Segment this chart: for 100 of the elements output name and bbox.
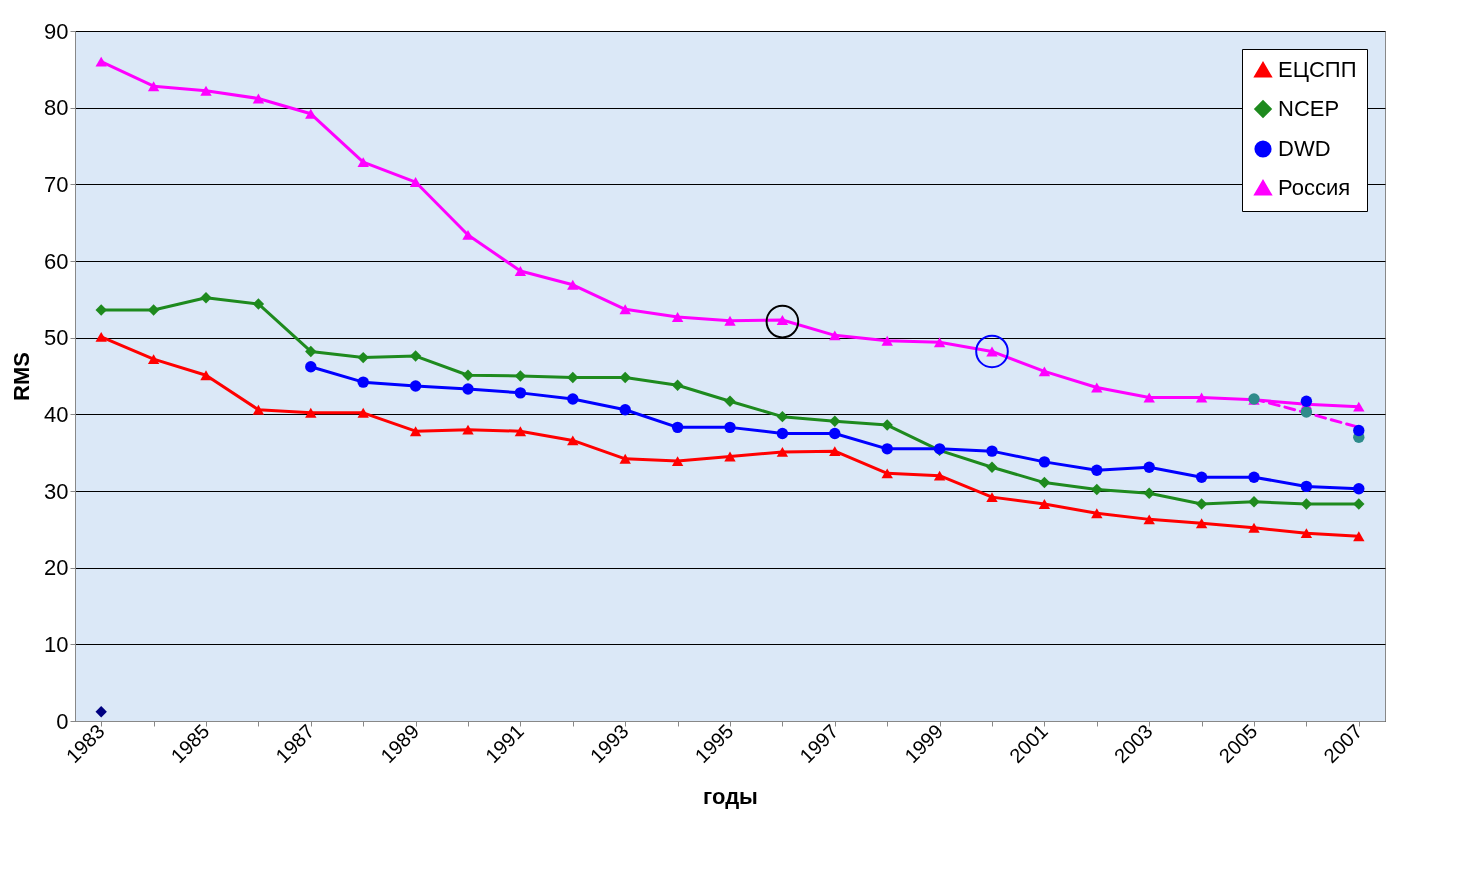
point — [252, 298, 265, 310]
point — [1353, 531, 1365, 542]
point — [305, 345, 317, 358]
point — [462, 383, 474, 395]
point — [619, 304, 631, 315]
point — [1300, 528, 1313, 539]
point — [829, 446, 841, 457]
point — [986, 445, 998, 457]
y-tick-label: 20 — [44, 555, 69, 581]
point — [881, 443, 893, 455]
point — [881, 419, 893, 431]
point — [1091, 508, 1103, 519]
point — [829, 330, 841, 341]
point — [1248, 522, 1260, 533]
point — [1300, 395, 1313, 407]
point — [1143, 514, 1155, 525]
point — [881, 335, 893, 346]
point — [986, 492, 998, 503]
y-tick-label: 70 — [44, 171, 69, 197]
point — [305, 361, 317, 373]
x-axis-title: годы — [703, 784, 758, 810]
point — [933, 470, 946, 481]
point — [1353, 498, 1365, 510]
point — [1353, 424, 1365, 437]
point — [1195, 498, 1208, 510]
point — [357, 376, 369, 388]
point — [95, 331, 107, 342]
point — [1091, 483, 1103, 496]
point — [724, 421, 736, 434]
point — [95, 706, 107, 718]
point — [462, 369, 474, 381]
point — [1195, 518, 1208, 529]
point — [200, 85, 212, 96]
point — [1300, 480, 1313, 493]
point — [567, 279, 579, 290]
point — [829, 427, 841, 440]
legend-label: NCEP — [1278, 96, 1340, 121]
point — [1353, 483, 1365, 495]
point — [409, 426, 422, 437]
point — [252, 93, 265, 104]
y-tick-label: 0 — [56, 708, 69, 734]
point — [514, 266, 527, 276]
point — [776, 446, 789, 457]
y-tick-label: 80 — [44, 95, 69, 121]
point — [305, 108, 317, 119]
point — [1248, 496, 1260, 508]
point — [671, 379, 684, 391]
point — [514, 387, 527, 399]
point — [1143, 487, 1155, 499]
legend-label: DWD — [1278, 136, 1331, 161]
point — [95, 56, 107, 67]
point — [147, 81, 160, 92]
point — [1353, 401, 1365, 412]
y-axis-title: RMS — [9, 352, 35, 401]
point — [1091, 464, 1103, 476]
point — [933, 337, 946, 348]
point — [881, 468, 893, 479]
point — [305, 407, 317, 418]
point — [1195, 392, 1208, 403]
point — [671, 456, 684, 467]
point — [619, 404, 631, 416]
y-tick-label: 30 — [44, 478, 69, 504]
point — [409, 380, 422, 392]
point — [252, 404, 265, 415]
point — [1195, 471, 1208, 483]
point — [1143, 461, 1155, 473]
point — [1248, 471, 1260, 483]
point — [724, 451, 736, 462]
point — [357, 351, 369, 364]
point — [1143, 392, 1155, 403]
y-tick-label: 10 — [44, 631, 69, 657]
point — [671, 312, 684, 322]
y-tick-label: 50 — [44, 325, 69, 351]
legend-label: ЕЦСПП — [1278, 57, 1357, 82]
point — [1038, 476, 1051, 489]
point — [147, 354, 160, 365]
point — [200, 370, 212, 381]
point — [776, 427, 789, 440]
point — [567, 435, 579, 446]
point — [724, 315, 736, 326]
point — [357, 407, 369, 418]
point — [567, 393, 579, 405]
point — [619, 453, 631, 464]
point — [514, 426, 527, 437]
point — [200, 292, 212, 304]
y-tick-label: 90 — [44, 18, 69, 44]
point — [829, 415, 841, 427]
point — [95, 304, 107, 316]
point — [1038, 366, 1051, 377]
point — [986, 461, 998, 473]
point — [671, 421, 684, 434]
point — [462, 230, 474, 240]
point — [1038, 499, 1051, 509]
point — [462, 424, 474, 435]
point — [409, 177, 422, 187]
point — [776, 410, 789, 423]
point — [724, 395, 736, 407]
point — [1300, 406, 1313, 418]
point — [1038, 456, 1051, 468]
point — [357, 157, 369, 168]
